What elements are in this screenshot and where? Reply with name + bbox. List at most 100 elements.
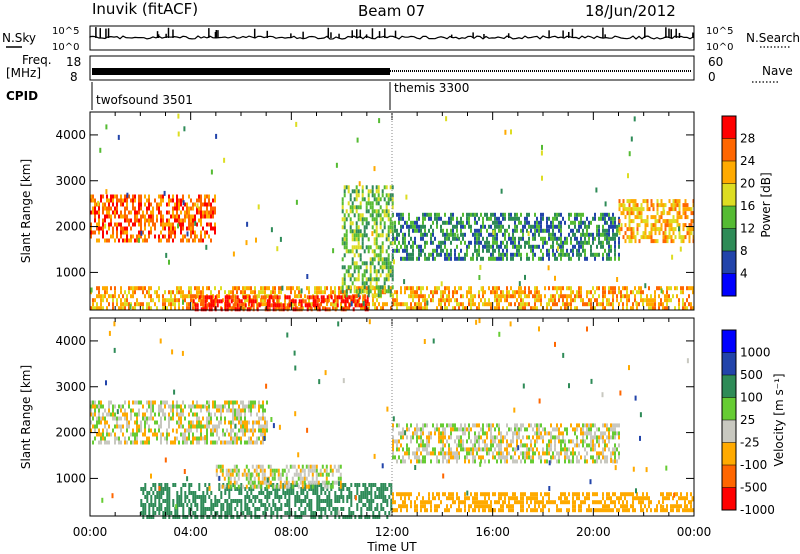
scatter-cell xyxy=(538,290,540,295)
scatter-cell xyxy=(318,503,321,507)
scatter-cell xyxy=(387,197,390,202)
scatter-cell xyxy=(432,240,434,245)
scatter-cell xyxy=(690,219,693,224)
scatter-cell xyxy=(290,487,293,491)
scatter-cell xyxy=(540,212,542,217)
scatter-cell xyxy=(686,231,689,236)
sparse-echo xyxy=(126,192,129,198)
scatter-cell xyxy=(286,511,289,515)
scatter-cell xyxy=(650,298,652,303)
scatter-cell xyxy=(534,290,536,295)
scatter-cell xyxy=(98,218,100,223)
scatter-cell xyxy=(90,404,92,409)
scatter-cell xyxy=(344,483,347,487)
scatter-cell xyxy=(478,294,480,299)
scatter-cell xyxy=(396,228,398,233)
scatter-cell xyxy=(174,436,176,441)
scatter-cell xyxy=(260,302,262,307)
scatter-cell xyxy=(272,295,275,300)
scatter-cell xyxy=(377,289,380,294)
scatter-cell xyxy=(240,408,242,413)
scatter-cell xyxy=(492,435,494,440)
scatter-cell xyxy=(383,209,386,214)
scatter-cell xyxy=(540,431,542,436)
scatter-cell xyxy=(412,306,414,311)
scatter-cell xyxy=(172,428,174,433)
scatter-cell xyxy=(508,236,510,241)
scatter-cell xyxy=(204,511,207,515)
scatter-cell xyxy=(172,302,174,307)
scatter-cell xyxy=(330,487,333,491)
scatter-cell xyxy=(502,232,504,237)
scatter-cell xyxy=(416,220,418,225)
scatter-cell xyxy=(500,439,502,444)
scatter-cell xyxy=(540,423,542,428)
scatter-cell xyxy=(670,286,672,291)
scatter-cell xyxy=(98,408,100,413)
scatter-cell xyxy=(340,295,343,300)
scatter-cell xyxy=(385,213,388,218)
scatter-cell xyxy=(373,209,376,214)
scatter-cell xyxy=(508,290,510,295)
scatter-cell xyxy=(188,290,190,295)
scatter-cell xyxy=(578,252,580,257)
scatter-cell xyxy=(568,455,570,460)
scatter-cell xyxy=(242,404,244,409)
scatter-cell xyxy=(494,240,496,245)
scatter-cell xyxy=(412,240,414,245)
scatter-cell xyxy=(624,239,627,244)
scatter-cell xyxy=(518,302,520,307)
scatter-cell xyxy=(644,223,647,228)
scatter-cell xyxy=(604,286,606,291)
scatter-cell xyxy=(118,404,120,409)
scatter-cell xyxy=(204,194,206,199)
scatter-cell xyxy=(616,423,618,428)
sparse-echo xyxy=(405,194,408,200)
sparse-echo xyxy=(604,201,607,207)
scatter-cell xyxy=(486,228,488,233)
scatter-cell xyxy=(122,198,124,203)
scatter-cell xyxy=(353,229,356,234)
scatter-cell xyxy=(470,439,472,444)
scatter-cell xyxy=(532,236,534,241)
scatter-cell xyxy=(516,423,518,428)
scatter-cell xyxy=(218,499,221,503)
scatter-cell xyxy=(220,408,222,413)
scatter-cell xyxy=(359,245,362,250)
scatter-cell xyxy=(528,290,530,295)
scatter-cell xyxy=(410,439,412,444)
scatter-cell xyxy=(381,209,384,214)
scatter-cell xyxy=(496,302,498,307)
scatter-cell xyxy=(146,491,149,495)
scatter-cell xyxy=(556,212,558,217)
scatter-cell xyxy=(268,307,271,312)
scatter-cell xyxy=(592,236,594,241)
scatter-cell xyxy=(288,499,291,503)
scatter-cell xyxy=(126,416,128,421)
scatter-cell xyxy=(152,298,154,303)
scatter-cell xyxy=(516,290,518,295)
scatter-cell xyxy=(166,306,168,311)
scatter-cell xyxy=(174,515,177,519)
scatter-cell xyxy=(270,507,273,511)
scatter-cell xyxy=(420,431,422,436)
scatter-cell xyxy=(548,232,550,237)
scatter-cell xyxy=(102,286,104,291)
scatter-cell xyxy=(200,420,202,425)
scatter-cell xyxy=(480,435,482,440)
scatter-cell xyxy=(488,286,490,291)
scatter-cell xyxy=(400,459,402,464)
scatter-cell xyxy=(220,404,222,409)
scatter-cell xyxy=(200,424,202,429)
scatter-cell xyxy=(466,216,468,221)
scatter-cell xyxy=(572,427,574,432)
scatter-cell xyxy=(424,244,426,249)
scatter-cell xyxy=(450,423,452,428)
scatter-cell xyxy=(444,443,446,448)
scatter-cell xyxy=(104,408,106,413)
scatter-cell xyxy=(176,202,178,207)
scatter-cell xyxy=(385,233,388,238)
scatter-cell xyxy=(168,495,171,499)
scatter-cell xyxy=(318,507,321,511)
scatter-cell xyxy=(362,483,365,487)
